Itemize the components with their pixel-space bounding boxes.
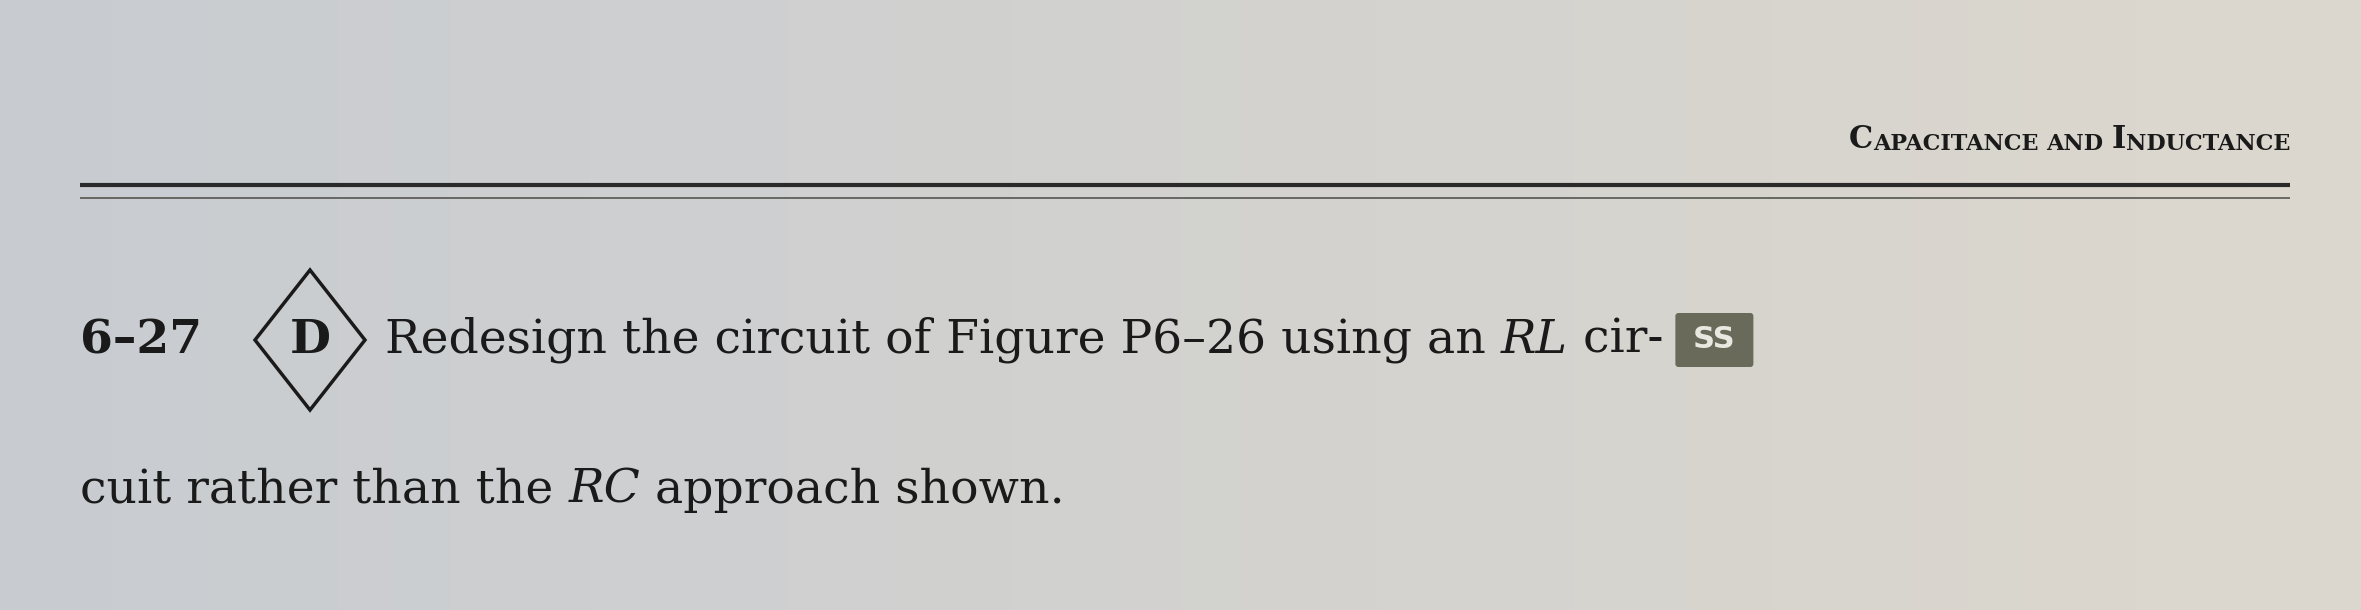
Text: AND: AND xyxy=(2047,133,2104,155)
FancyBboxPatch shape xyxy=(1676,313,1754,367)
Text: SS: SS xyxy=(1693,326,1735,354)
Text: I: I xyxy=(2111,124,2125,155)
Text: RC: RC xyxy=(569,467,640,512)
Text: RL: RL xyxy=(1502,317,1568,362)
Text: D: D xyxy=(290,317,331,363)
Text: Redesign the circuit of Figure P6–26 using an: Redesign the circuit of Figure P6–26 usi… xyxy=(385,317,1502,363)
Text: cir-: cir- xyxy=(1568,317,1665,362)
Text: approach shown.: approach shown. xyxy=(640,467,1065,512)
Text: 6–27: 6–27 xyxy=(80,317,203,363)
Text: cuit rather than the: cuit rather than the xyxy=(80,467,569,512)
Text: APACITANCE: APACITANCE xyxy=(1872,133,2040,155)
Text: C: C xyxy=(1849,124,1872,155)
Text: NDUCTANCE: NDUCTANCE xyxy=(2125,133,2290,155)
